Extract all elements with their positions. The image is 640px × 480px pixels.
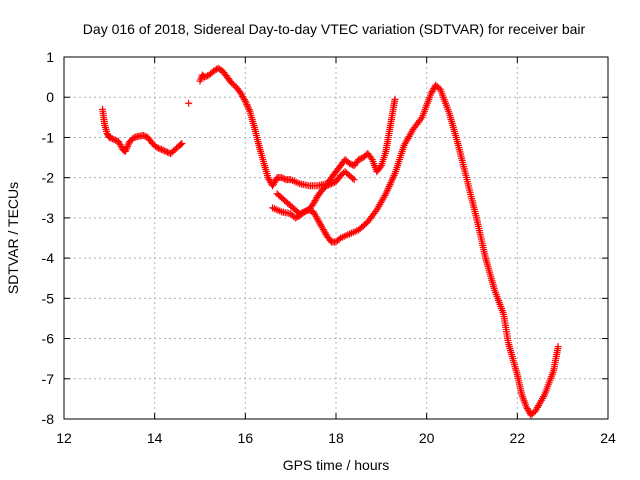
data-point bbox=[123, 142, 131, 150]
data-point bbox=[302, 207, 310, 215]
series-segment-3 bbox=[196, 64, 399, 190]
data-point bbox=[300, 208, 308, 216]
data-point bbox=[141, 132, 149, 140]
series-segment-1 bbox=[99, 105, 186, 158]
y-tick-label: -8 bbox=[42, 411, 55, 427]
x-tick-label: 20 bbox=[419, 430, 435, 446]
data-point bbox=[329, 179, 337, 187]
data-point bbox=[160, 147, 168, 155]
y-tick-label: 1 bbox=[46, 49, 54, 65]
data-point bbox=[242, 99, 250, 107]
data-point bbox=[105, 133, 113, 141]
y-tick-label: -2 bbox=[42, 170, 55, 186]
data-point bbox=[279, 174, 287, 182]
x-tick-label: 14 bbox=[147, 430, 163, 446]
data-point bbox=[391, 95, 399, 103]
data-point bbox=[124, 141, 132, 149]
x-axis-label: GPS time / hours bbox=[283, 457, 390, 473]
data-point bbox=[110, 135, 118, 143]
y-tick-label: -4 bbox=[42, 250, 55, 266]
y-axis-label: SDTVAR / TECUs bbox=[5, 182, 21, 294]
data-point bbox=[111, 136, 119, 144]
y-tick-label: -7 bbox=[42, 371, 55, 387]
data-point bbox=[122, 146, 130, 154]
data-point bbox=[240, 96, 248, 104]
x-tick-label: 24 bbox=[600, 430, 616, 446]
y-tick-label: -5 bbox=[42, 290, 55, 306]
data-point bbox=[244, 104, 252, 112]
data-point bbox=[278, 174, 286, 182]
y-tick-label: -6 bbox=[42, 331, 55, 347]
data-point bbox=[323, 182, 331, 190]
data-point bbox=[244, 102, 252, 110]
data-point bbox=[108, 135, 116, 143]
data-point bbox=[178, 139, 186, 147]
data-point bbox=[417, 115, 425, 123]
data-point bbox=[154, 144, 162, 152]
x-tick-label: 18 bbox=[328, 430, 344, 446]
data-point bbox=[241, 97, 249, 105]
data-point bbox=[177, 140, 185, 148]
data-point bbox=[245, 106, 253, 114]
data-point bbox=[356, 155, 364, 163]
data-point bbox=[201, 73, 209, 81]
data-point bbox=[326, 180, 334, 188]
data-point bbox=[157, 146, 165, 154]
chart-title: Day 016 of 2018, Sidereal Day-to-day VTE… bbox=[83, 21, 586, 37]
data-points bbox=[99, 64, 562, 419]
data-point bbox=[324, 181, 332, 189]
data-point bbox=[202, 72, 210, 80]
data-point bbox=[139, 131, 147, 139]
data-point bbox=[156, 145, 164, 153]
data-point bbox=[296, 210, 304, 218]
data-point bbox=[123, 144, 131, 152]
data-point bbox=[159, 146, 167, 154]
data-point bbox=[291, 214, 299, 222]
data-point bbox=[165, 149, 173, 157]
x-tick-label: 22 bbox=[510, 430, 526, 446]
data-point bbox=[293, 213, 301, 221]
data-point bbox=[243, 101, 251, 109]
data-point bbox=[372, 208, 380, 216]
x-tick-label: 12 bbox=[56, 430, 72, 446]
data-point bbox=[297, 209, 305, 217]
data-point bbox=[349, 174, 357, 182]
plot-frame bbox=[63, 56, 609, 420]
data-point bbox=[107, 134, 115, 142]
data-point bbox=[367, 154, 375, 162]
y-tick-label: 0 bbox=[46, 89, 54, 105]
series-segment-2 bbox=[185, 99, 193, 107]
data-point bbox=[350, 176, 358, 184]
data-point bbox=[281, 175, 289, 183]
grid bbox=[64, 57, 608, 419]
data-point bbox=[185, 99, 193, 107]
data-point bbox=[121, 148, 129, 156]
data-point bbox=[153, 144, 161, 151]
data-point bbox=[162, 148, 170, 156]
data-point bbox=[355, 156, 363, 164]
series-segment-5 bbox=[273, 168, 358, 218]
data-point bbox=[299, 209, 307, 217]
y-tick-label: -3 bbox=[42, 210, 55, 226]
ticks: 12 14 16 18 20 22 24 1 0 -1 -2 -3 -4 -5 -6 -7 -8 bbox=[42, 49, 616, 446]
data-point bbox=[327, 180, 335, 188]
data-point bbox=[554, 343, 562, 351]
y-tick-label: -1 bbox=[42, 129, 55, 145]
data-point bbox=[376, 163, 384, 171]
x-tick-label: 16 bbox=[238, 430, 254, 446]
